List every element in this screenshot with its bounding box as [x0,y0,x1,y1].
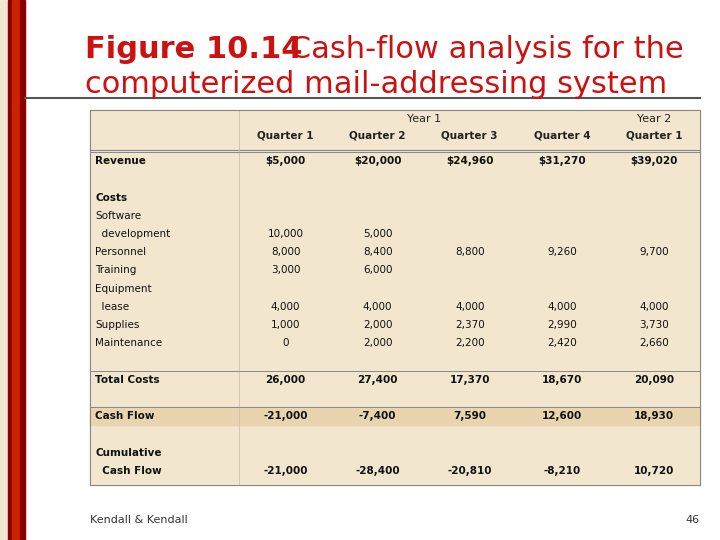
Text: 5,000: 5,000 [363,229,392,239]
Bar [0,0,8,540]
Text: Figure 10.14: Figure 10.14 [85,35,302,64]
Text: 2,370: 2,370 [455,320,485,330]
Text: -7,400: -7,400 [359,411,397,421]
Text: 2,200: 2,200 [455,339,485,348]
Text: 46: 46 [686,515,700,525]
Text: $5,000: $5,000 [266,156,305,166]
Text: 4,000: 4,000 [639,302,669,312]
Text: Quarter 1: Quarter 1 [257,130,314,140]
Text: 2,660: 2,660 [639,339,669,348]
Text: Maintenance: Maintenance [95,339,162,348]
Text: 4,000: 4,000 [271,302,300,312]
Text: 7,590: 7,590 [453,411,486,421]
Text: Quarter 4: Quarter 4 [534,130,590,140]
Text: development: development [95,229,170,239]
Text: 26,000: 26,000 [266,375,305,385]
Text: lease: lease [95,302,129,312]
Text: 0: 0 [282,339,289,348]
Text: -20,810: -20,810 [447,466,492,476]
Text: 17,370: 17,370 [449,375,490,385]
Text: Personnel: Personnel [95,247,146,257]
Text: Cumulative: Cumulative [95,448,161,458]
Text: Quarter 1: Quarter 1 [626,130,682,140]
Text: Software: Software [95,211,141,221]
Text: 18,670: 18,670 [541,375,582,385]
Text: $31,270: $31,270 [538,156,585,166]
Text: Revenue: Revenue [95,156,146,166]
Text: Quarter 3: Quarter 3 [441,130,498,140]
Text: -8,210: -8,210 [543,466,580,476]
Text: Quarter 2: Quarter 2 [349,130,406,140]
Text: 4,000: 4,000 [363,302,392,312]
Text: Cash Flow: Cash Flow [95,466,162,476]
Bar [12,0,20,540]
Bar [20,0,25,540]
Text: 2,990: 2,990 [547,320,577,330]
Text: 4,000: 4,000 [547,302,577,312]
Text: Kendall & Kendall: Kendall & Kendall [90,515,188,525]
Text: 9,700: 9,700 [639,247,669,257]
Text: 18,930: 18,930 [634,411,674,421]
Text: Supplies: Supplies [95,320,140,330]
Text: 8,800: 8,800 [455,247,485,257]
Text: 3,000: 3,000 [271,266,300,275]
Text: 10,720: 10,720 [634,466,674,476]
Text: $24,960: $24,960 [446,156,493,166]
Text: 8,000: 8,000 [271,247,300,257]
Text: $20,000: $20,000 [354,156,401,166]
Text: Equipment: Equipment [95,284,152,294]
Text: -28,400: -28,400 [355,466,400,476]
Text: Cash-flow analysis for the: Cash-flow analysis for the [280,35,684,64]
Text: Year 1: Year 1 [407,114,441,124]
Text: 8,400: 8,400 [363,247,392,257]
Text: -21,000: -21,000 [264,466,307,476]
Bar [90,407,700,426]
Text: 4,000: 4,000 [455,302,485,312]
Text: Cash Flow: Cash Flow [95,411,155,421]
Text: 2,000: 2,000 [363,339,392,348]
Text: 2,000: 2,000 [363,320,392,330]
Text: 1,000: 1,000 [271,320,300,330]
Text: 9,260: 9,260 [547,247,577,257]
Text: $39,020: $39,020 [630,156,678,166]
Text: 6,000: 6,000 [363,266,392,275]
Text: 12,600: 12,600 [541,411,582,421]
Text: Training: Training [95,266,136,275]
Text: Total Costs: Total Costs [95,375,160,385]
Text: -21,000: -21,000 [264,411,307,421]
Text: computerized mail-addressing system: computerized mail-addressing system [85,70,667,99]
Text: Costs: Costs [95,193,127,202]
Text: 2,420: 2,420 [547,339,577,348]
Text: 10,000: 10,000 [268,229,304,239]
Text: Year 2: Year 2 [636,114,671,124]
Text: 3,730: 3,730 [639,320,669,330]
Text: 20,090: 20,090 [634,375,674,385]
Text: 27,400: 27,400 [357,375,398,385]
Bar [90,110,700,485]
Bar [8,0,12,540]
